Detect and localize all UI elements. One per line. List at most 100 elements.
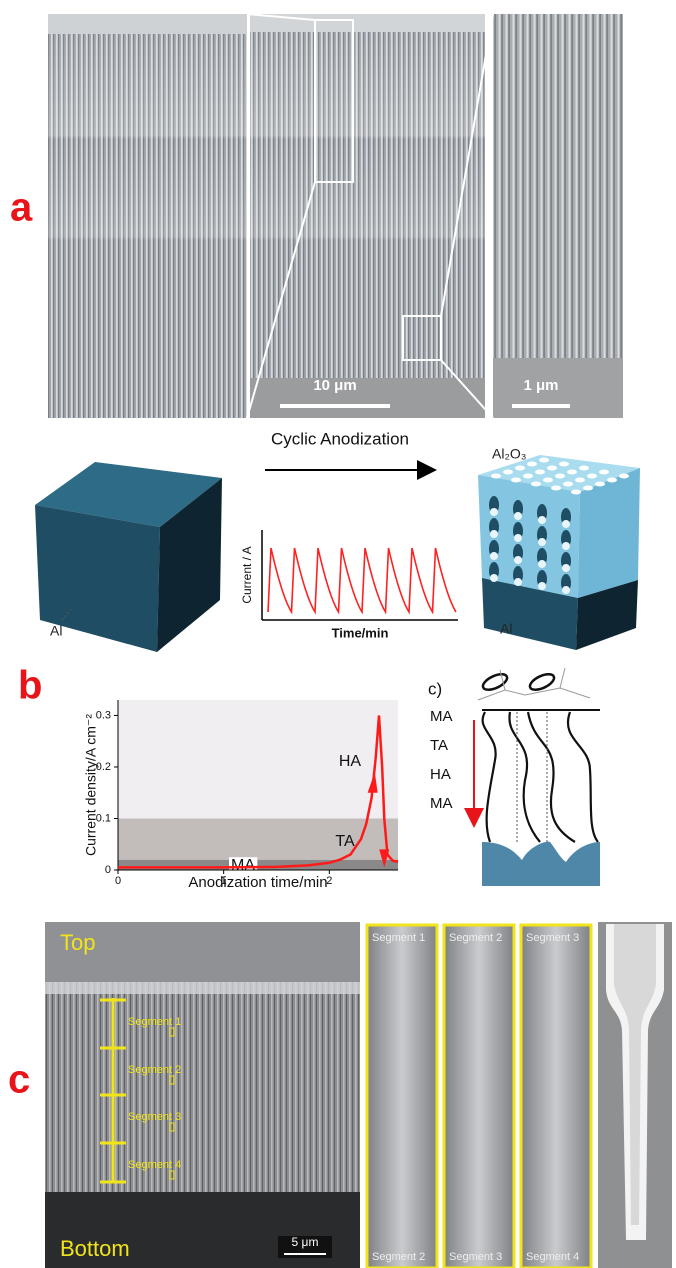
x-tick-label: 1 bbox=[221, 875, 227, 887]
sem-membrane bbox=[45, 982, 360, 1192]
sem-strip bbox=[367, 925, 437, 1268]
pore-opening bbox=[571, 490, 581, 495]
y-tick-label: 0.3 bbox=[96, 709, 111, 721]
scheme: Al Cyclic Anodization Current / A Time/m… bbox=[35, 429, 640, 652]
layer-label: HA bbox=[430, 766, 451, 783]
x-tick-label: 2 bbox=[326, 875, 332, 887]
oxide-label: Al₂O₃ bbox=[492, 446, 526, 462]
pore-opening bbox=[523, 474, 533, 479]
layer-label: TA bbox=[430, 737, 448, 754]
pore-opening bbox=[535, 470, 545, 475]
strip-top-label: Segment 1 bbox=[372, 932, 425, 944]
pore-opening bbox=[599, 470, 609, 475]
sem-banding bbox=[48, 14, 247, 418]
mini-curve bbox=[268, 548, 456, 612]
pore-bulb bbox=[514, 578, 522, 586]
strip-bottom-label: Segment 3 bbox=[449, 1251, 502, 1263]
cell-center bbox=[517, 712, 547, 842]
strip-top-label: Segment 2 bbox=[449, 932, 502, 944]
panel-b: b Current density/A cm⁻² Anodization tim… bbox=[18, 664, 398, 891]
pore-bulb bbox=[490, 508, 498, 516]
pore-bulb bbox=[490, 530, 498, 538]
strip-top-label: Segment 3 bbox=[526, 932, 579, 944]
panel-label: c bbox=[8, 1058, 30, 1102]
y-tick-label: 0.1 bbox=[96, 812, 111, 824]
strip-bottom-label: Segment 4 bbox=[526, 1251, 579, 1263]
pore-bulb bbox=[538, 582, 546, 590]
panel-a: a 10 μm 1 μm bbox=[10, 14, 623, 418]
scale-label: 1 μm bbox=[523, 377, 558, 394]
segment-label: Segment 4 bbox=[128, 1159, 181, 1171]
strip-bottom-label: Segment 2 bbox=[372, 1251, 425, 1263]
pore-opening bbox=[619, 474, 629, 479]
pore-opening bbox=[503, 470, 513, 475]
inset-label: c) bbox=[428, 679, 442, 698]
region-label: HA bbox=[339, 753, 362, 770]
y-tick-label: 0.2 bbox=[96, 761, 111, 773]
region-label: MA bbox=[231, 857, 255, 874]
aluminium-base bbox=[482, 842, 600, 886]
pore-opening bbox=[539, 458, 549, 463]
pore-opening bbox=[543, 478, 553, 483]
pore-opening bbox=[595, 482, 605, 487]
sem-image bbox=[493, 14, 623, 418]
segment-label: Segment 2 bbox=[128, 1064, 181, 1076]
pore-opening bbox=[527, 462, 537, 467]
layer-label: MA bbox=[430, 708, 453, 725]
pore-opening bbox=[555, 474, 565, 479]
figure: a 10 μm 1 μm Al Cyclic Anodization Curre… bbox=[0, 0, 676, 1268]
pore-bulb bbox=[514, 556, 522, 564]
pore-opening bbox=[575, 478, 585, 483]
pore-bulb bbox=[562, 586, 570, 594]
pore-opening bbox=[567, 470, 577, 475]
pore-bulb bbox=[538, 538, 546, 546]
sem-top-edge bbox=[45, 982, 360, 994]
pore-opening bbox=[551, 486, 561, 491]
pore-bulb bbox=[538, 560, 546, 568]
pore-opening bbox=[515, 466, 525, 471]
pore-opening bbox=[511, 478, 521, 483]
y-axis-label: Current density/A cm⁻² bbox=[83, 714, 99, 856]
segment-label: Segment 3 bbox=[128, 1111, 181, 1123]
panel-c: c Top Bottom 5 μm Segment 1 Segment 2 Segm… bbox=[8, 922, 672, 1268]
pore-opening bbox=[563, 482, 573, 487]
cell-boundary bbox=[478, 668, 590, 700]
mini-x-label: Time/min bbox=[332, 625, 389, 640]
material-label: Al bbox=[500, 621, 512, 637]
pore-opening bbox=[491, 474, 501, 479]
sem-banding bbox=[250, 14, 485, 418]
pore-bulb bbox=[562, 520, 570, 528]
pore-bulb bbox=[514, 534, 522, 542]
pore-bulb bbox=[514, 512, 522, 520]
page: a 10 μm 1 μm Al Cyclic Anodization Curre… bbox=[0, 0, 676, 1268]
bottom-label: Bottom bbox=[60, 1236, 130, 1261]
mini-y-label: Current / A bbox=[240, 546, 254, 603]
pore-opening bbox=[579, 466, 589, 471]
pore-opening bbox=[607, 478, 617, 483]
sem-strip bbox=[521, 925, 591, 1268]
layer-label: MA bbox=[430, 795, 453, 812]
pore-bulb bbox=[538, 516, 546, 524]
pore-wall bbox=[483, 712, 598, 842]
x-axis-label: Anodization time/min bbox=[188, 874, 327, 891]
inset-c: c) MA TA HA MA bbox=[428, 668, 600, 886]
top-label: Top bbox=[60, 930, 95, 955]
scale-label: 10 μm bbox=[313, 377, 356, 394]
y-tick-label: 0 bbox=[105, 864, 111, 876]
pore-bulb bbox=[562, 564, 570, 572]
pore-bulb bbox=[490, 574, 498, 582]
pore-opening bbox=[531, 482, 541, 487]
pore-bulb bbox=[490, 552, 498, 560]
panel-label: b bbox=[18, 664, 42, 708]
pore-opening bbox=[547, 466, 557, 471]
sem-substrate bbox=[250, 378, 485, 418]
process-label: Cyclic Anodization bbox=[271, 429, 409, 448]
segment-label: Segment 1 bbox=[128, 1016, 181, 1028]
pore-opening bbox=[583, 486, 593, 491]
sem-top-edge bbox=[48, 14, 247, 34]
panel-label: a bbox=[10, 186, 33, 230]
region-band bbox=[118, 818, 398, 859]
pore-opening bbox=[587, 474, 597, 479]
region-label: TA bbox=[335, 833, 355, 850]
scale-label: 5 μm bbox=[292, 1235, 319, 1249]
